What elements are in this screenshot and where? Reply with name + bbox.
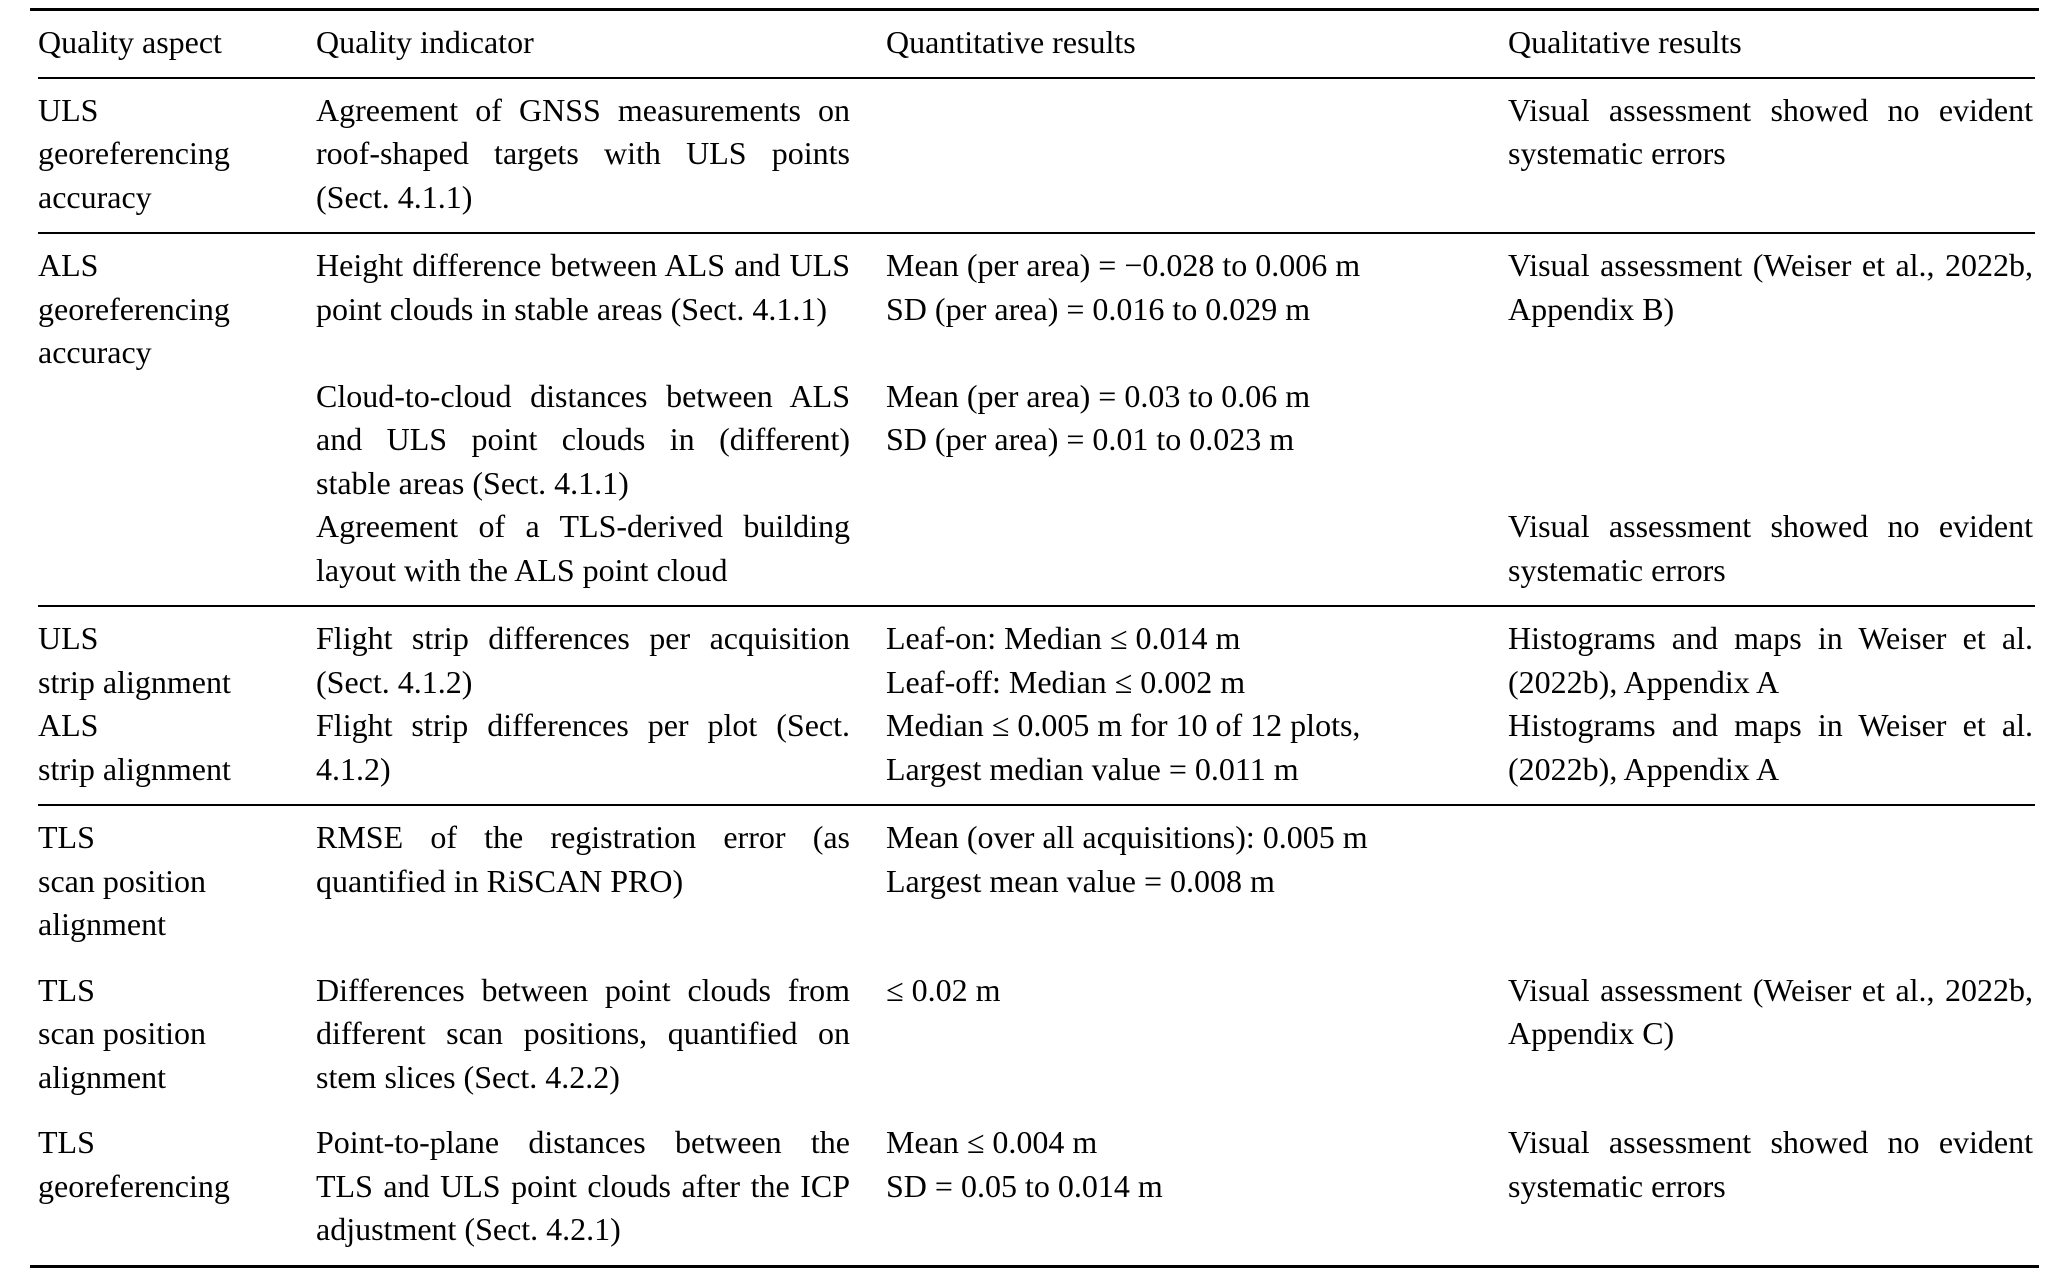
table-row: ULS strip alignment Flight strip differe… <box>38 617 2035 704</box>
table-row: Agreement of a TLS-derived building layo… <box>38 505 2035 592</box>
quantitative-results-cell: Mean (per area) = −0.028 to 0.006 m SD (… <box>886 247 1361 327</box>
quality-indicator-cell: Point-to-plane distances between the TLS… <box>316 1124 850 1248</box>
table-row: Cloud-to-cloud distances between ALS and… <box>38 375 2035 506</box>
quantitative-results-cell: Mean (per area) = 0.03 to 0.06 m SD (per… <box>886 377 1311 458</box>
quantitative-results-cell: ≤ 0.02 m <box>886 971 1001 1008</box>
quality-indicator-cell: Cloud-to-cloud distances between ALS and… <box>316 377 850 501</box>
quality-aspect-cell: TLS scan position alignment <box>38 971 206 1095</box>
quality-indicator-cell: Flight strip differences per acquisition… <box>316 620 850 700</box>
column-header-quality-indicator: Quality indicator <box>316 24 534 60</box>
column-header-quality-aspect: Quality aspect <box>38 24 222 60</box>
quantitative-results-cell: Mean (over all acquisitions): 0.005 m La… <box>886 819 1368 899</box>
quantitative-results-cell: Leaf-on: Median ≤ 0.014 m Leaf-off: Medi… <box>886 620 1246 700</box>
quantitative-results-cell: Mean ≤ 0.004 m SD = 0.05 to 0.014 m <box>886 1124 1163 1204</box>
quality-indicator-cell: Flight strip differences per plot (Sect.… <box>316 707 850 787</box>
qualitative-results-cell: Visual assessment showed no evident syst… <box>1508 508 2033 588</box>
quality-indicator-cell: Height difference between ALS and ULS po… <box>316 247 850 327</box>
quality-indicator-cell: Differences between point clouds from di… <box>316 971 850 1095</box>
table-section: ULS strip alignment Flight strip differe… <box>38 605 2035 804</box>
quality-indicator-cell: Agreement of GNSS measurements on roof-s… <box>316 91 850 215</box>
quantitative-results-cell: Median ≤ 0.005 m for 10 of 12 plots, Lar… <box>886 707 1361 787</box>
qualitative-results-cell: Visual assessment showed no evident syst… <box>1508 91 2033 172</box>
qualitative-results-cell: Visual assessment (Weiser et al., 2022b,… <box>1508 971 2033 1052</box>
table-row: TLS georeferencing Point-to-plane distan… <box>38 1121 2035 1252</box>
quality-aspect-cell: ALS strip alignment <box>38 707 231 787</box>
quality-indicator-cell: Agreement of a TLS-derived building layo… <box>316 508 850 588</box>
quality-aspect-cell: TLS scan position alignment <box>38 819 206 943</box>
qualitative-results-cell: Histograms and maps in Weiser et al. (20… <box>1508 620 2033 700</box>
table-row: ALS strip alignment Flight strip differe… <box>38 704 2035 791</box>
quality-aspect-cell: ULS georeferencing accuracy <box>38 91 230 215</box>
table-section: ULS georeferencing accuracy Agreement of… <box>38 79 2035 233</box>
column-header-qualitative-results: Qualitative results <box>1508 24 1742 60</box>
quality-indicator-cell: RMSE of the registration error (as quant… <box>316 819 850 899</box>
table-section: ALS georeferencing accuracy Height diffe… <box>38 232 2035 605</box>
qualitative-results-cell: Visual assessment showed no evident syst… <box>1508 1124 2033 1204</box>
quality-aspect-cell: ULS strip alignment <box>38 620 231 700</box>
table-row: TLS scan position alignment Differences … <box>38 969 2035 1100</box>
quality-aspect-cell: TLS georeferencing <box>38 1124 230 1204</box>
column-header-quantitative-results: Quantitative results <box>886 24 1136 60</box>
qualitative-results-cell: Histograms and maps in Weiser et al. (20… <box>1508 707 2033 787</box>
quality-results-table: Quality aspect Quality indicator Quantit… <box>30 8 2039 1268</box>
table-row: ALS georeferencing accuracy Height diffe… <box>38 244 2035 375</box>
qualitative-results-cell: Visual assessment (Weiser et al., 2022b,… <box>1508 247 2033 327</box>
table-row: ULS georeferencing accuracy Agreement of… <box>38 89 2035 220</box>
table-row: TLS scan position alignment RMSE of the … <box>38 816 2035 947</box>
table-header-row: Quality aspect Quality indicator Quantit… <box>38 11 2035 79</box>
table-section: TLS scan position alignment RMSE of the … <box>38 804 2035 1265</box>
quality-aspect-cell: ALS georeferencing accuracy <box>38 247 230 371</box>
